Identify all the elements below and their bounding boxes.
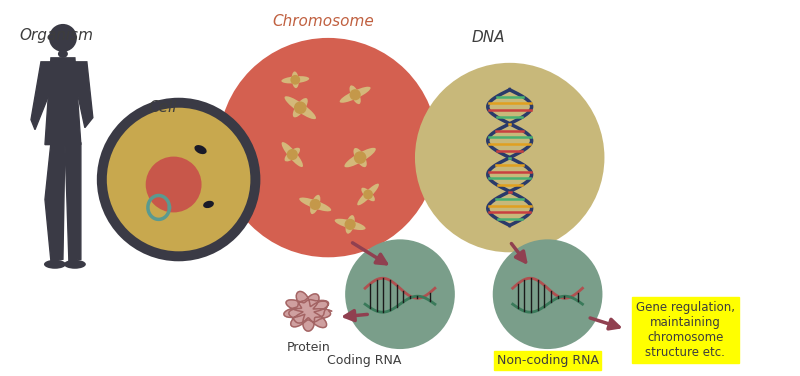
Circle shape [49,24,77,52]
Circle shape [345,240,455,349]
Text: Protein: Protein [286,341,330,354]
Ellipse shape [350,85,361,104]
Ellipse shape [340,87,370,103]
Circle shape [310,199,321,210]
Ellipse shape [346,215,354,234]
Polygon shape [65,143,81,261]
Polygon shape [31,62,53,130]
Circle shape [363,190,373,199]
Circle shape [345,219,356,230]
Ellipse shape [282,142,303,167]
Ellipse shape [285,148,300,161]
Ellipse shape [310,195,320,214]
Ellipse shape [358,183,379,205]
Text: Chromosome: Chromosome [272,14,374,29]
Circle shape [146,156,202,212]
Ellipse shape [293,98,308,117]
Ellipse shape [345,148,376,167]
Polygon shape [45,143,65,261]
Polygon shape [73,62,93,128]
Text: Non-coding RNA: Non-coding RNA [497,354,598,367]
Text: DNA: DNA [472,30,506,45]
Ellipse shape [285,96,316,119]
Ellipse shape [299,197,331,211]
Circle shape [218,38,438,257]
Circle shape [286,149,298,160]
Ellipse shape [334,219,366,230]
Text: Coding RNA: Coding RNA [327,354,402,367]
Circle shape [106,108,250,251]
Ellipse shape [64,260,86,269]
Circle shape [290,75,300,85]
Ellipse shape [292,71,299,88]
Ellipse shape [282,76,309,83]
Ellipse shape [362,188,375,201]
Circle shape [97,98,260,261]
Circle shape [294,102,306,114]
Circle shape [354,151,366,164]
Circle shape [415,63,605,252]
Circle shape [350,89,361,100]
Polygon shape [284,291,332,331]
Ellipse shape [58,50,68,58]
Ellipse shape [194,145,206,154]
Circle shape [493,240,602,349]
Polygon shape [45,58,81,145]
Text: Cell: Cell [149,100,177,115]
Ellipse shape [203,201,214,208]
Text: Organism: Organism [19,28,93,43]
Text: Gene regulation,
maintaining
chromosome
structure etc.: Gene regulation, maintaining chromosome … [636,301,734,359]
Ellipse shape [44,260,66,269]
Ellipse shape [354,148,366,167]
